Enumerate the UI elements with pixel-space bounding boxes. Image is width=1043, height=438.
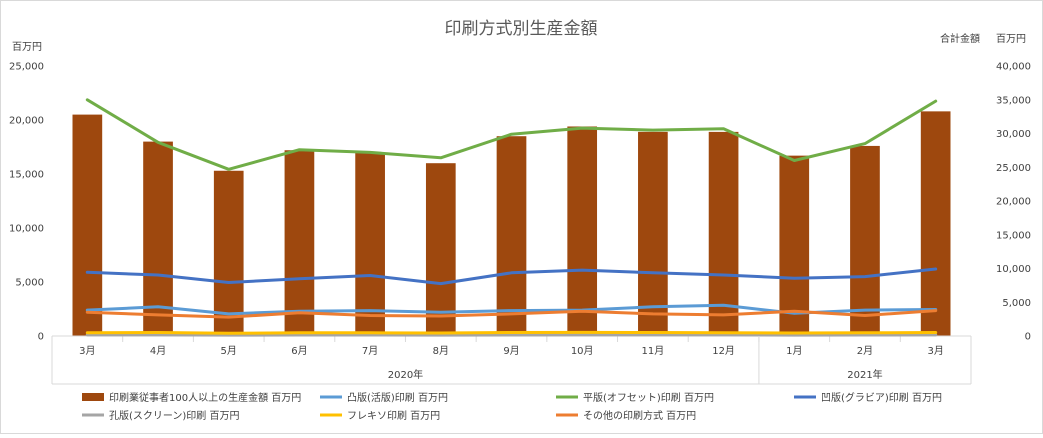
x-group-label: 2020年 — [388, 368, 423, 381]
right-tick-label: 30,000 — [996, 129, 1031, 140]
legend-label: 凹版(グラビア)印刷 百万円 — [821, 391, 942, 404]
legend-label: 印刷業従事者100人以上の生産金額 百万円 — [109, 391, 301, 404]
x-tick-label: 3月 — [79, 345, 95, 357]
bar — [779, 156, 809, 336]
left-axis-unit: 百万円 — [12, 41, 42, 53]
x-tick-label: 10月 — [571, 345, 594, 357]
bar — [921, 111, 951, 336]
legend-label: 孔版(スクリーン)印刷 百万円 — [109, 409, 239, 422]
bar — [426, 163, 456, 336]
x-group-label: 2021年 — [847, 368, 882, 381]
left-tick-label: 0 — [38, 332, 44, 343]
right-tick-label: 0 — [1025, 332, 1031, 343]
right-axis-unit: 百万円 — [996, 33, 1026, 45]
chart-title: 印刷方式別生産金額 — [445, 19, 598, 39]
x-tick-label: 12月 — [712, 345, 735, 357]
bar — [73, 115, 103, 336]
bar — [567, 126, 597, 336]
legend-swatch — [82, 393, 104, 401]
bar — [214, 171, 244, 336]
x-tick-label: 9月 — [503, 345, 519, 357]
bar — [497, 136, 527, 336]
left-tick-label: 25,000 — [9, 62, 44, 73]
legend-label: 凸版(活版)印刷 百万円 — [347, 391, 448, 404]
x-tick-label: 11月 — [642, 345, 665, 357]
right-tick-label: 25,000 — [996, 163, 1031, 174]
left-tick-label: 10,000 — [9, 224, 44, 235]
bar — [355, 152, 385, 336]
left-tick-label: 20,000 — [9, 116, 44, 127]
left-tick-label: 5,000 — [15, 278, 44, 289]
x-tick-label: 1月 — [786, 345, 802, 357]
left-tick-label: 15,000 — [9, 170, 44, 181]
x-tick-label: 4月 — [150, 345, 166, 357]
x-tick-label: 3月 — [927, 345, 943, 357]
right-axis-title: 合計金額 — [940, 32, 980, 45]
bar — [850, 146, 880, 336]
right-tick-label: 40,000 — [996, 62, 1031, 73]
right-tick-label: 5,000 — [1002, 298, 1031, 309]
series-line — [87, 332, 935, 333]
x-tick-label: 8月 — [433, 345, 449, 357]
right-tick-label: 15,000 — [996, 230, 1031, 241]
x-tick-label: 2月 — [857, 345, 873, 357]
right-tick-label: 20,000 — [996, 197, 1031, 208]
bar — [285, 150, 315, 336]
legend-label: その他の印刷方式 百万円 — [583, 409, 696, 422]
x-tick-label: 6月 — [291, 345, 307, 357]
x-tick-label: 5月 — [221, 345, 237, 357]
right-tick-label: 10,000 — [996, 264, 1031, 275]
x-tick-label: 7月 — [362, 345, 378, 357]
legend-label: フレキソ印刷 百万円 — [347, 410, 440, 422]
right-tick-label: 35,000 — [996, 95, 1031, 106]
legend-label: 平版(オフセット)印刷 百万円 — [583, 391, 714, 404]
